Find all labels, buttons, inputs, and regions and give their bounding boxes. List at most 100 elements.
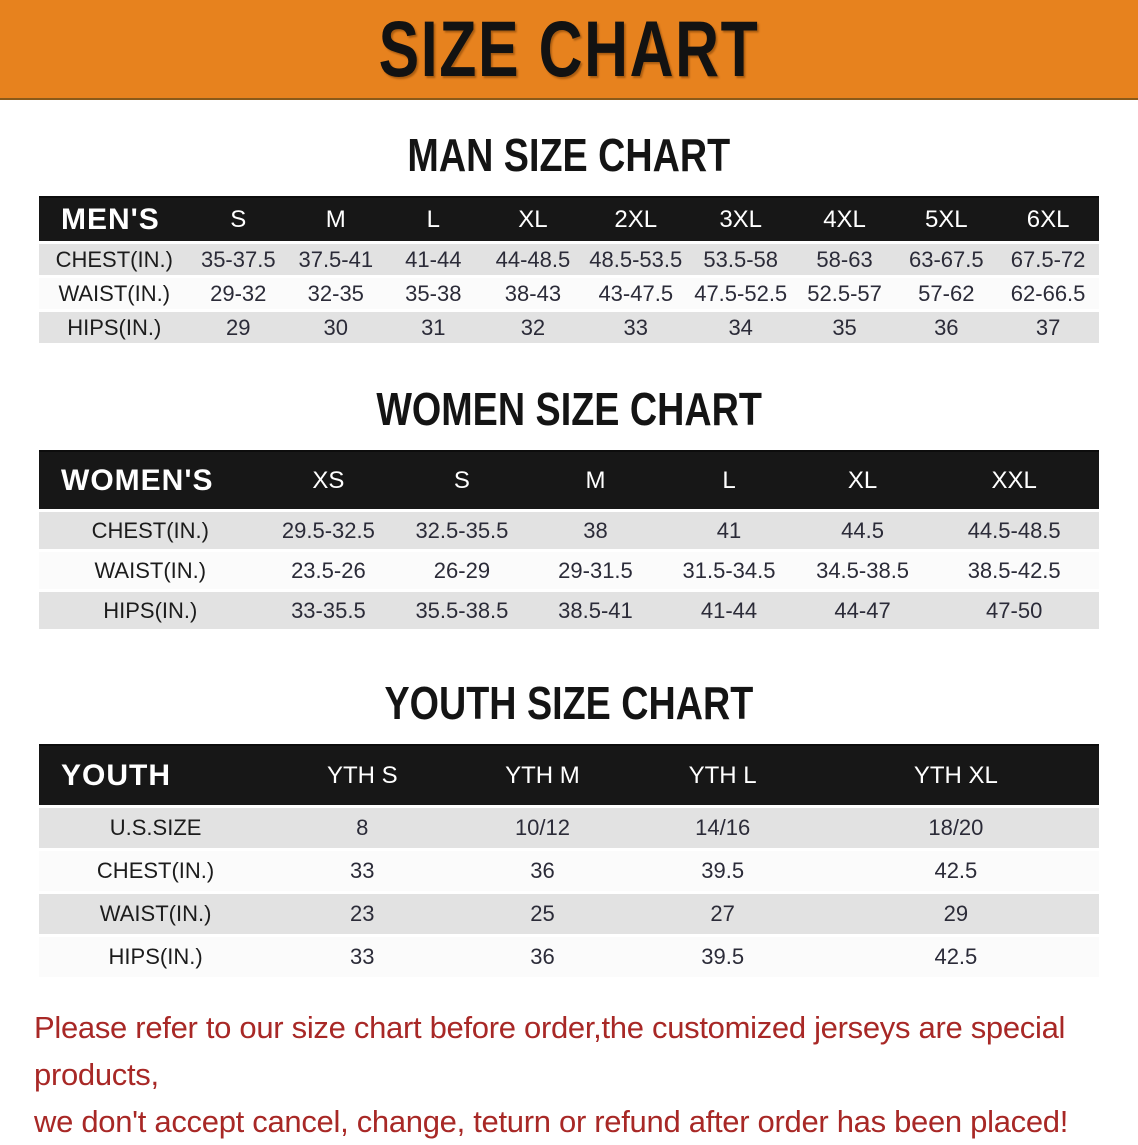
women-chest-value: 38: [528, 512, 663, 552]
youth-hips-value: 36: [452, 937, 633, 980]
table-row: CHEST(IN.) 35-37.5 37.5-41 41-44 44-48.5…: [39, 244, 1099, 278]
men-chest-value: 63-67.5: [895, 244, 998, 278]
men-size-header: 5XL: [895, 196, 998, 244]
women-size-header: XL: [795, 450, 930, 512]
men-waist-value: 32-35: [287, 278, 385, 312]
men-size-header: M: [287, 196, 385, 244]
youth-waist-label: WAIST(IN.): [39, 894, 273, 937]
youth-header-row: YOUTH YTH S YTH M YTH L YTH XL: [39, 744, 1099, 808]
youth-waist-value: 25: [452, 894, 633, 937]
youth-hips-value: 42.5: [812, 937, 1099, 980]
men-waist-value: 62-66.5: [997, 278, 1099, 312]
table-row: CHEST(IN.) 33 36 39.5 42.5: [39, 851, 1099, 894]
table-row: HIPS(IN.) 29 30 31 32 33 34 35 36 37: [39, 312, 1099, 346]
men-waist-label: WAIST(IN.): [39, 278, 190, 312]
men-hips-label: HIPS(IN.): [39, 312, 190, 346]
men-hips-value: 29: [189, 312, 288, 346]
women-waist-value: 34.5-38.5: [795, 552, 930, 592]
men-corner-label: MEN'S: [39, 196, 190, 244]
youth-size-header: YTH M: [452, 744, 633, 808]
women-section-heading-text: WOMEN SIZE CHART: [376, 383, 762, 435]
youth-ussize-value: 8: [272, 808, 453, 851]
table-row: WAIST(IN.) 23.5-26 26-29 29-31.5 31.5-34…: [39, 552, 1099, 592]
men-waist-value: 57-62: [895, 278, 998, 312]
men-hips-value: 31: [384, 312, 483, 346]
men-header-row: MEN'S S M L XL 2XL 3XL 4XL 5XL 6XL: [39, 196, 1099, 244]
youth-chest-label: CHEST(IN.): [39, 851, 273, 894]
women-hips-value: 38.5-41: [528, 592, 663, 632]
women-chest-value: 41: [662, 512, 796, 552]
women-chest-value: 44.5: [795, 512, 930, 552]
youth-size-header: YTH XL: [812, 744, 1099, 808]
women-hips-value: 33-35.5: [261, 592, 396, 632]
men-size-header: 3XL: [687, 196, 794, 244]
table-row: WAIST(IN.) 23 25 27 29: [39, 894, 1099, 937]
youth-size-table: YOUTH YTH S YTH M YTH L YTH XL U.S.SIZE …: [39, 744, 1099, 980]
men-chest-value: 67.5-72: [997, 244, 1099, 278]
women-size-table: WOMEN'S XS S M L XL XXL CHEST(IN.) 29.5-…: [39, 450, 1099, 632]
men-size-header: XL: [482, 196, 584, 244]
youth-size-header: YTH L: [632, 744, 813, 808]
men-size-header: 6XL: [997, 196, 1099, 244]
women-size-header: XS: [261, 450, 396, 512]
women-size-header: L: [662, 450, 796, 512]
youth-chest-value: 36: [452, 851, 633, 894]
women-size-header: XXL: [929, 450, 1099, 512]
women-waist-value: 26-29: [395, 552, 529, 592]
disclaimer-line-2: we don't accept cancel, change, teturn o…: [34, 1104, 1069, 1140]
men-waist-value: 52.5-57: [793, 278, 896, 312]
women-chest-label: CHEST(IN.): [39, 512, 262, 552]
men-section-heading: MAN SIZE CHART: [0, 128, 1138, 182]
women-size-header: M: [528, 450, 663, 512]
men-chest-value: 37.5-41: [287, 244, 385, 278]
men-waist-value: 29-32: [189, 278, 288, 312]
women-waist-label: WAIST(IN.): [39, 552, 262, 592]
table-row: CHEST(IN.) 29.5-32.5 32.5-35.5 38 41 44.…: [39, 512, 1099, 552]
women-waist-value: 31.5-34.5: [662, 552, 796, 592]
youth-waist-value: 23: [272, 894, 453, 937]
youth-hips-value: 33: [272, 937, 453, 980]
women-section-heading: WOMEN SIZE CHART: [0, 382, 1138, 436]
youth-size-header: YTH S: [272, 744, 453, 808]
men-size-header: 4XL: [793, 196, 896, 244]
youth-waist-value: 27: [632, 894, 813, 937]
men-chest-value: 44-48.5: [482, 244, 584, 278]
men-hips-value: 36: [895, 312, 998, 346]
men-section-heading-text: MAN SIZE CHART: [407, 129, 731, 181]
youth-hips-label: HIPS(IN.): [39, 937, 273, 980]
men-chest-value: 58-63: [793, 244, 896, 278]
men-hips-value: 34: [687, 312, 794, 346]
youth-chest-value: 42.5: [812, 851, 1099, 894]
men-hips-value: 37: [997, 312, 1099, 346]
women-hips-value: 41-44: [662, 592, 796, 632]
youth-ussize-value: 14/16: [632, 808, 813, 851]
women-hips-label: HIPS(IN.): [39, 592, 262, 632]
youth-ussize-label: U.S.SIZE: [39, 808, 273, 851]
table-row: U.S.SIZE 8 10/12 14/16 18/20: [39, 808, 1099, 851]
men-waist-value: 43-47.5: [583, 278, 688, 312]
youth-waist-value: 29: [812, 894, 1099, 937]
men-hips-value: 30: [287, 312, 385, 346]
women-corner-label: WOMEN'S: [39, 450, 262, 512]
women-chest-value: 29.5-32.5: [261, 512, 396, 552]
women-hips-value: 47-50: [929, 592, 1099, 632]
women-chest-value: 44.5-48.5: [929, 512, 1099, 552]
men-chest-value: 35-37.5: [189, 244, 288, 278]
women-waist-value: 29-31.5: [528, 552, 663, 592]
men-waist-value: 35-38: [384, 278, 483, 312]
youth-corner-label: YOUTH: [39, 744, 273, 808]
youth-chest-value: 39.5: [632, 851, 813, 894]
men-size-header: 2XL: [583, 196, 688, 244]
table-row: WAIST(IN.) 29-32 32-35 35-38 38-43 43-47…: [39, 278, 1099, 312]
men-waist-value: 38-43: [482, 278, 584, 312]
youth-hips-value: 39.5: [632, 937, 813, 980]
youth-section-heading: YOUTH SIZE CHART: [0, 676, 1138, 730]
women-size-header: S: [395, 450, 529, 512]
youth-ussize-value: 18/20: [812, 808, 1099, 851]
men-chest-label: CHEST(IN.): [39, 244, 190, 278]
women-waist-value: 38.5-42.5: [929, 552, 1099, 592]
page-title: SIZE CHART: [378, 4, 760, 94]
men-hips-value: 33: [583, 312, 688, 346]
youth-ussize-value: 10/12: [452, 808, 633, 851]
women-chest-value: 32.5-35.5: [395, 512, 529, 552]
